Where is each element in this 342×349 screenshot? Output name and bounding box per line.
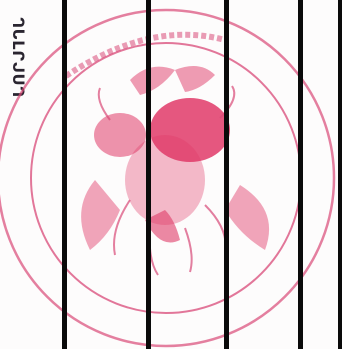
ruled-line-2 — [146, 0, 151, 349]
ruled-line-1 — [62, 0, 67, 349]
hermit-crab-emblem-icon — [81, 66, 270, 276]
ruled-line-3 — [224, 0, 229, 349]
ruled-line-5 — [338, 0, 342, 349]
ruled-line-4 — [298, 0, 303, 349]
